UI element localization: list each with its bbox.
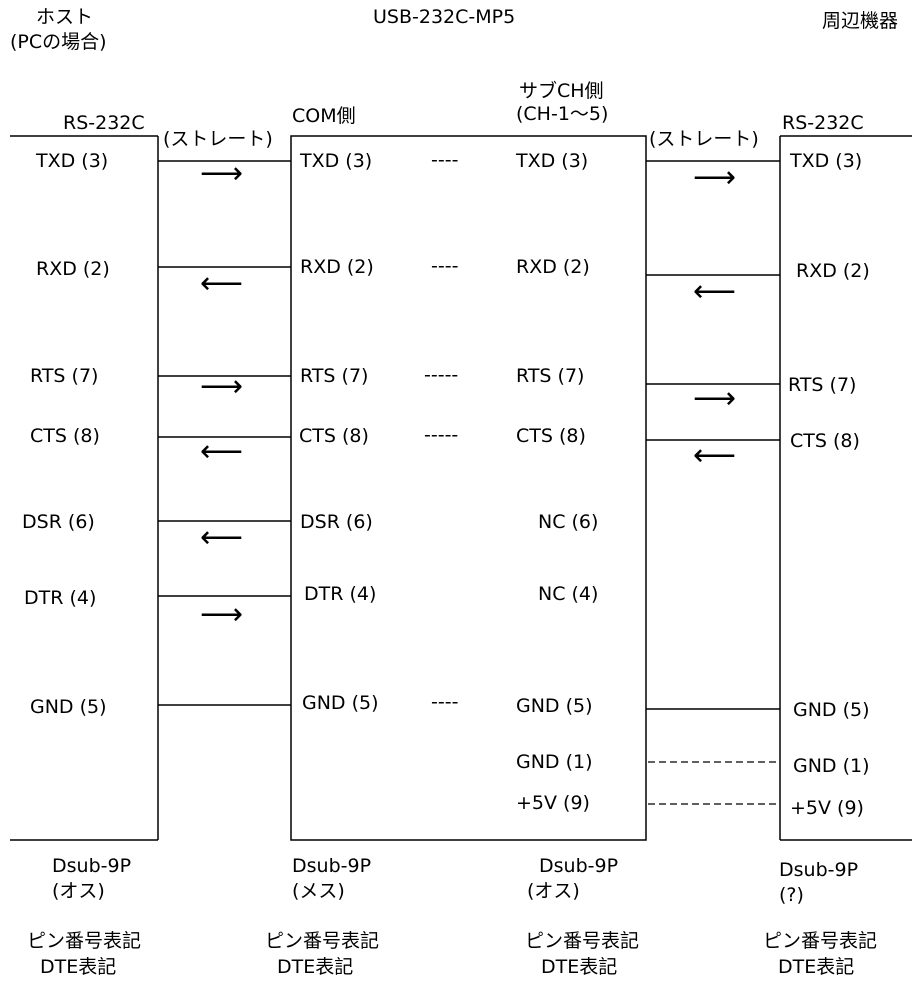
sub-ch-side-label: サブCH側 [519,80,604,102]
peripheral-pin-cts: CTS (8) [790,430,860,452]
dash-cts: ----- [424,424,459,446]
subch-pin-5v: +5V (9) [516,792,590,814]
com-pin-dtr: DTR (4) [304,583,377,605]
host-subtitle: (PCの場合) [10,31,107,53]
subch-gender-label: (オス) [527,880,580,902]
subch-pin-cts: CTS (8) [516,425,586,447]
subch-pin-gnd5: GND (5) [516,695,593,717]
arrow-right-txd-right: ⟶ [693,160,737,195]
subch-pin-rxd: RXD (2) [516,256,590,278]
host-pin-rts: RTS (7) [30,365,99,387]
com-side-label: COM側 [292,105,356,127]
arrow-left-cts-left: ⟵ [200,434,244,469]
device-box [290,135,647,841]
com-dte-notation: DTE表記 [277,956,354,978]
arrow-left-cts-right: ⟵ [693,438,737,473]
arrow-left-rxd-left: ⟵ [200,266,244,301]
host-pin-dsr: DSR (6) [22,511,95,533]
peripheral-dte-notation: DTE表記 [778,956,855,978]
host-pin-cts: CTS (8) [30,425,100,447]
subch-dte-notation: DTE表記 [541,956,618,978]
com-pin-cts: CTS (8) [299,425,369,447]
host-pin-notation: ピン番号表記 [27,930,142,952]
arrow-left-rxd-right: ⟵ [693,274,737,309]
subch-pin-gnd1: GND (1) [516,751,593,773]
dash-rxd: ---- [431,255,459,277]
com-pin-rts: RTS (7) [300,365,369,387]
com-pin-notation: ピン番号表記 [265,930,380,952]
host-gender-label: (オス) [52,880,105,902]
peripheral-pin-gnd5: GND (5) [793,699,870,721]
peripheral-pin-gnd1: GND (1) [793,755,870,777]
peripheral-pin-5v: +5V (9) [790,797,864,819]
subch-pin-nc6: NC (6) [538,511,599,533]
arrow-right-txd-left: ⟶ [200,156,244,191]
rs232c-right-label: RS-232C [782,112,864,134]
peripheral-pin-notation: ピン番号表記 [763,930,878,952]
peripheral-pin-rts: RTS (7) [788,374,857,396]
straight-right-label: (ストレート) [649,128,759,150]
com-pin-txd: TXD (3) [300,150,373,172]
arrow-right-rts-left: ⟶ [200,369,244,404]
peripheral-gender-label: (?) [779,884,804,906]
peripheral-pin-txd: TXD (3) [790,150,863,172]
dash-txd: ---- [431,149,459,171]
arrow-left-dsr-left: ⟵ [200,520,244,555]
host-title: ホスト [36,6,94,28]
host-pin-gnd: GND (5) [30,696,107,718]
subch-connector-label: Dsub-9P [539,855,619,877]
subch-pin-txd: TXD (3) [516,150,589,172]
device-title: USB-232C-MP5 [373,6,516,28]
com-gender-label: (メス) [292,880,345,902]
subch-pin-notation: ピン番号表記 [525,930,640,952]
com-pin-rxd: RXD (2) [300,256,374,278]
arrow-right-rts-right: ⟶ [693,381,737,416]
host-dte-notation: DTE表記 [40,956,117,978]
host-pin-dtr: DTR (4) [24,587,97,609]
peripheral-title: 周辺機器 [822,10,899,32]
dash-rts: ----- [424,364,459,386]
host-pin-rxd: RXD (2) [36,258,110,280]
host-connector-label: Dsub-9P [52,855,132,877]
com-pin-dsr: DSR (6) [300,511,373,533]
straight-left-label: (ストレート) [163,128,273,150]
sub-ch-range-label: (CH-1〜5) [516,103,609,125]
rs232c-left-label: RS-232C [63,112,145,134]
peripheral-pin-rxd: RXD (2) [796,260,870,282]
host-pin-txd: TXD (3) [36,150,109,172]
peripheral-connector-label: Dsub-9P [779,859,859,881]
dash-gnd: ---- [431,691,459,713]
subch-pin-nc4: NC (4) [538,583,599,605]
subch-pin-rts: RTS (7) [516,365,585,387]
com-pin-gnd: GND (5) [302,692,379,714]
arrow-right-dtr-left: ⟶ [200,597,244,632]
com-connector-label: Dsub-9P [292,855,372,877]
